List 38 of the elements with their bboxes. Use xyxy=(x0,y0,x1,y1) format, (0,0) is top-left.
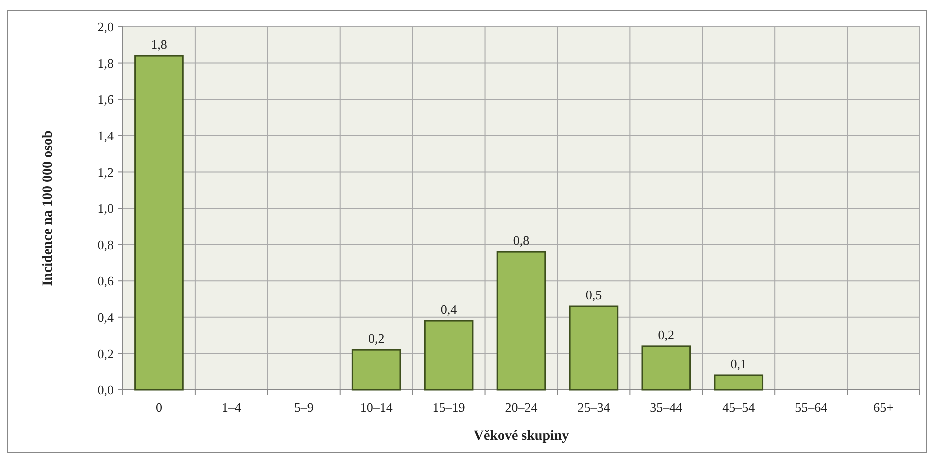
bar xyxy=(714,374,764,391)
data-label: 0,4 xyxy=(440,302,458,318)
data-label: 0,1 xyxy=(730,356,747,372)
bar xyxy=(424,320,474,391)
y-tick-label: 0,4 xyxy=(98,310,114,325)
x-tick-label: 15–19 xyxy=(432,400,466,415)
y-tick-label: 0,0 xyxy=(98,382,114,398)
y-tick-label: 0,6 xyxy=(98,274,114,289)
y-axis-title: Incidence na 100 000 osob xyxy=(41,130,56,286)
x-tick-label: 5–9 xyxy=(294,400,314,415)
y-tick-label: 1,2 xyxy=(98,164,114,180)
y-tick-label: 1,8 xyxy=(98,56,114,71)
x-tick-label: 10–14 xyxy=(360,400,394,415)
y-tick-label: 1,4 xyxy=(98,128,114,144)
y-tick-label: 0,8 xyxy=(98,237,114,252)
bar xyxy=(134,55,184,391)
bar xyxy=(496,251,546,391)
y-tick-label: 1,0 xyxy=(98,201,114,216)
x-tick-label: 35–44 xyxy=(650,400,684,415)
bar xyxy=(352,349,402,391)
data-label: 0,5 xyxy=(586,288,602,303)
bar xyxy=(642,346,692,391)
bar xyxy=(569,306,619,391)
x-tick-label: 20–24 xyxy=(505,400,538,415)
x-tick-label: 65+ xyxy=(874,400,894,415)
y-tick-label: 1,6 xyxy=(98,92,114,108)
y-tick-label: 2,0 xyxy=(98,20,114,35)
x-axis-title: Věkové skupiny xyxy=(474,429,570,444)
x-tick-label: 55–64 xyxy=(795,400,828,415)
x-tick-label: 0 xyxy=(156,400,162,415)
x-tick-label: 25–34 xyxy=(578,400,611,415)
data-label: 1,8 xyxy=(151,37,168,52)
data-label: 0,2 xyxy=(368,331,385,346)
x-tick-label: 45–54 xyxy=(722,400,756,415)
x-tick-label: 1–4 xyxy=(222,400,242,415)
data-label: 0,2 xyxy=(658,327,675,342)
y-tick-label: 0,2 xyxy=(98,346,114,362)
data-label: 0,8 xyxy=(513,233,530,248)
